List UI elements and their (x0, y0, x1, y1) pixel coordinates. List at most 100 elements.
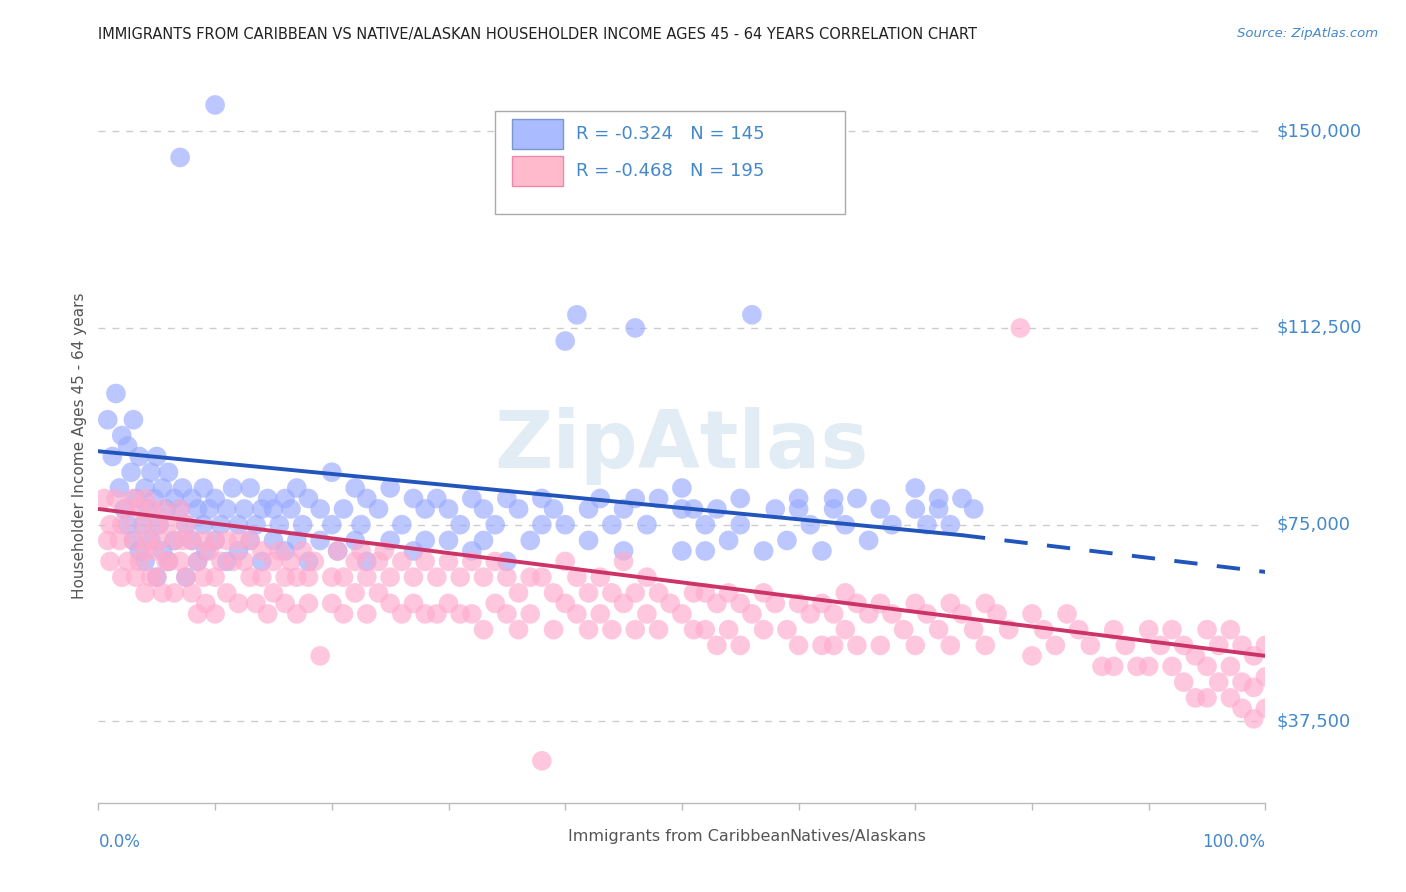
Point (437, 502, 460, 516)
Point (285, 570, 308, 584)
Point (250, 570, 273, 584)
Point (367, 502, 389, 516)
Point (647, 623, 669, 637)
Point (519, 533, 541, 548)
Point (1230, 701, 1253, 715)
Point (787, 502, 810, 516)
Point (1126, 659, 1149, 673)
Point (950, 607, 973, 621)
Point (1184, 690, 1206, 705)
Text: $75,000: $75,000 (1277, 516, 1351, 533)
Point (193, 517, 215, 532)
Point (1195, 690, 1218, 705)
Point (1219, 690, 1241, 705)
Point (228, 596, 250, 610)
Point (613, 502, 636, 516)
Point (332, 502, 354, 516)
Point (402, 596, 425, 610)
Point (834, 517, 856, 532)
Point (204, 533, 226, 548)
Point (437, 596, 460, 610)
Point (413, 607, 436, 621)
Point (437, 554, 460, 568)
Point (426, 607, 449, 621)
Point (974, 596, 997, 610)
Point (157, 465, 180, 479)
Point (274, 570, 297, 584)
Point (426, 570, 449, 584)
Point (1195, 659, 1218, 673)
Point (402, 570, 425, 584)
Point (578, 502, 600, 516)
Point (134, 544, 156, 558)
Point (578, 623, 600, 637)
Point (904, 481, 927, 495)
Point (239, 533, 262, 548)
Point (962, 502, 984, 516)
Point (391, 607, 413, 621)
Point (163, 586, 186, 600)
Point (134, 491, 156, 506)
Point (128, 502, 150, 516)
Point (134, 554, 156, 568)
Point (136, 502, 159, 516)
Point (204, 98, 226, 112)
Point (472, 623, 495, 637)
Point (413, 554, 436, 568)
Y-axis label: Householder Income Ages 45 - 64 years: Householder Income Ages 45 - 64 years (72, 293, 87, 599)
Point (128, 544, 150, 558)
Point (589, 570, 612, 584)
Point (174, 517, 197, 532)
Point (291, 517, 314, 532)
Point (98, 517, 121, 532)
Point (245, 517, 267, 532)
Point (484, 554, 506, 568)
Point (717, 586, 740, 600)
Text: Source: ZipAtlas.com: Source: ZipAtlas.com (1237, 27, 1378, 40)
Point (1254, 701, 1277, 715)
Point (97, 533, 120, 548)
Point (741, 308, 763, 322)
Point (111, 517, 134, 532)
Point (730, 596, 752, 610)
Point (950, 491, 973, 506)
Point (221, 481, 243, 495)
Point (1230, 639, 1253, 653)
Text: Natives/Alaskans: Natives/Alaskans (789, 829, 927, 844)
Point (706, 502, 728, 516)
Point (413, 533, 436, 548)
Point (811, 639, 834, 653)
Point (426, 491, 449, 506)
Point (928, 623, 950, 637)
Point (543, 502, 565, 516)
Point (1114, 639, 1136, 653)
Point (671, 607, 693, 621)
Point (787, 639, 810, 653)
Point (274, 491, 297, 506)
Text: 100.0%: 100.0% (1202, 833, 1265, 851)
Point (939, 596, 962, 610)
Point (1184, 648, 1206, 663)
Point (402, 544, 425, 558)
Point (869, 639, 891, 653)
Point (461, 554, 484, 568)
Point (1067, 623, 1090, 637)
Point (636, 570, 658, 584)
Point (250, 554, 273, 568)
Point (269, 517, 291, 532)
Point (215, 533, 238, 548)
Point (437, 533, 460, 548)
Point (741, 607, 763, 621)
FancyBboxPatch shape (513, 820, 564, 851)
Point (104, 491, 127, 506)
Point (194, 544, 217, 558)
Point (128, 450, 150, 464)
Point (309, 533, 332, 548)
Point (589, 607, 612, 621)
Point (215, 554, 238, 568)
Point (799, 607, 821, 621)
Point (717, 623, 740, 637)
Point (391, 517, 413, 532)
Point (262, 533, 284, 548)
Point (98, 554, 121, 568)
